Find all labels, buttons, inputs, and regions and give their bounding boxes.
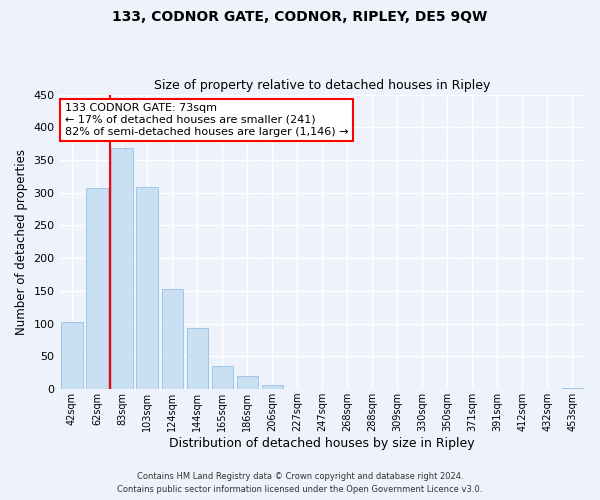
Bar [262,384,283,389]
Bar [212,366,233,389]
Y-axis label: Number of detached properties: Number of detached properties [15,149,28,335]
Text: 133, CODNOR GATE, CODNOR, RIPLEY, DE5 9QW: 133, CODNOR GATE, CODNOR, RIPLEY, DE5 9Q… [112,10,488,24]
Bar [86,188,108,389]
Bar [187,328,208,389]
Bar [112,148,133,389]
Bar [287,388,308,389]
X-axis label: Distribution of detached houses by size in Ripley: Distribution of detached houses by size … [169,437,475,450]
Bar [61,322,83,389]
Text: 133 CODNOR GATE: 73sqm
← 17% of detached houses are smaller (241)
82% of semi-de: 133 CODNOR GATE: 73sqm ← 17% of detached… [65,104,348,136]
Bar [161,289,183,389]
Bar [236,376,258,389]
Bar [562,388,583,389]
Text: Contains HM Land Registry data © Crown copyright and database right 2024.
Contai: Contains HM Land Registry data © Crown c… [118,472,482,494]
Title: Size of property relative to detached houses in Ripley: Size of property relative to detached ho… [154,79,490,92]
Bar [136,187,158,389]
